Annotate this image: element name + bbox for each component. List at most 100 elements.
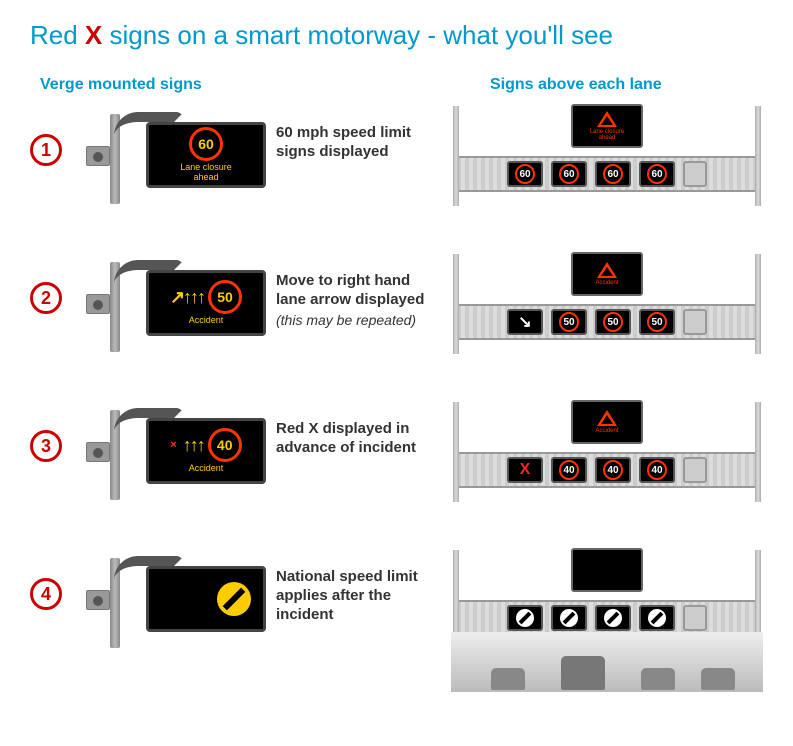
red-x-icon: X	[520, 461, 531, 479]
lane-arrows-icon: ↗↑↑↑	[170, 287, 204, 308]
gantry-top-panel	[571, 548, 643, 592]
step-description: Move to right hand lane arrow displayed(…	[276, 252, 451, 329]
verge-panel	[146, 566, 266, 632]
gantry-top-panel: Accident	[571, 400, 643, 444]
speed-value: 60	[647, 164, 667, 184]
speed-limit-sign: 40	[208, 428, 242, 462]
speed-value: 50	[603, 312, 623, 332]
national-speed-limit-icon	[560, 609, 578, 627]
speed-value: 50	[559, 312, 579, 332]
lane-closed-sign: X	[507, 457, 543, 483]
lane-speed-sign: 40	[639, 457, 675, 483]
speed-value: 60	[603, 164, 623, 184]
motorway-scene	[451, 632, 763, 692]
col-header-gantry: Signs above each lane	[290, 76, 763, 94]
verge-message: Accident	[189, 464, 224, 474]
arrow-icon: ↘	[518, 312, 531, 332]
verge-panel: 60Lane closure ahead	[146, 122, 266, 188]
title-prefix: Red	[30, 20, 85, 50]
verge-panel: × ↑↑↑40 Accident	[146, 418, 266, 484]
title-suffix: signs on a smart motorway - what you'll …	[102, 20, 613, 50]
lane-nsl-sign	[507, 605, 543, 631]
speed-value: 40	[559, 460, 579, 480]
gantry-top-caption: Accident	[595, 280, 618, 286]
page-title: Red X signs on a smart motorway - what y…	[30, 20, 763, 51]
tiny-x-icon: ×	[170, 439, 176, 451]
lane-speed-sign: 40	[595, 457, 631, 483]
lane-speed-sign: 50	[595, 309, 631, 335]
gantry-top-caption: Lane closure ahead	[590, 129, 624, 141]
verge-panel: ↗↑↑↑50 Accident	[146, 270, 266, 336]
speed-value: 40	[603, 460, 623, 480]
step-row: 3 ×↑↑↑40Accident Red X displayed in adva…	[30, 400, 763, 520]
step-number: 2	[30, 282, 62, 314]
gantry-bar: 60 60 60 60	[453, 156, 761, 192]
verge-camera-icon	[86, 442, 110, 462]
gantry-top-panel: Lane closure ahead	[571, 104, 643, 148]
step-row: 2 ↗↑↑↑50Accident Move to right hand lane…	[30, 252, 763, 372]
lane-speed-sign: 60	[595, 161, 631, 187]
car-icon	[641, 668, 675, 690]
speed-value: 60	[559, 164, 579, 184]
verge-camera-icon	[86, 294, 110, 314]
car-icon	[701, 668, 735, 690]
gantry	[451, 548, 763, 698]
lane-arrows-icon: ↑↑↑	[183, 435, 204, 456]
warning-triangle-icon	[597, 410, 617, 426]
step-number: 3	[30, 430, 62, 462]
gantry-camera-icon	[683, 161, 707, 187]
gantry-bar: X 40 40 40	[453, 452, 761, 488]
gantry-bar	[453, 600, 761, 636]
lane-arrow-sign: ↘	[507, 309, 543, 335]
national-speed-limit-icon	[217, 582, 251, 616]
verge-camera-icon	[86, 590, 110, 610]
gantry: Lane closure ahead 60 60 60 60	[451, 104, 763, 224]
verge-message: Accident	[189, 316, 224, 326]
speed-value: 50	[647, 312, 667, 332]
verge-message: Lane closure ahead	[180, 163, 232, 183]
verge-camera-icon	[86, 146, 110, 166]
lane-nsl-sign	[595, 605, 631, 631]
gantry-camera-icon	[683, 309, 707, 335]
verge-sign: ↗↑↑↑50 Accident	[76, 252, 276, 352]
lane-speed-sign: 50	[639, 309, 675, 335]
step-row: 4 National speed limit applies after the…	[30, 548, 763, 698]
step-description: National speed limit applies after the i…	[276, 548, 451, 624]
gantry-top-caption: Accident	[595, 428, 618, 434]
speed-limit-sign: 50	[208, 280, 242, 314]
gantry-camera-icon	[683, 457, 707, 483]
title-red-x: X	[85, 20, 102, 50]
column-headers: Verge mounted signs Signs above each lan…	[30, 76, 763, 94]
verge-sign: 60Lane closure ahead	[76, 104, 276, 204]
step-number: 4	[30, 578, 62, 610]
lane-speed-sign: 60	[507, 161, 543, 187]
speed-limit-sign: 60	[189, 127, 223, 161]
step-description: 60 mph speed limit signs displayed	[276, 104, 451, 162]
rows-container: 1 60Lane closure ahead 60 mph speed limi…	[30, 104, 763, 698]
step-description: Red X displayed in advance of incident	[276, 400, 451, 458]
gantry-camera-icon	[683, 605, 707, 631]
gantry-top-panel: Accident	[571, 252, 643, 296]
national-speed-limit-icon	[648, 609, 666, 627]
speed-value: 40	[647, 460, 667, 480]
col-header-verge: Verge mounted signs	[30, 76, 290, 94]
lane-speed-sign: 60	[551, 161, 587, 187]
step-number: 1	[30, 134, 62, 166]
lane-speed-sign: 50	[551, 309, 587, 335]
gantry: Accident ↘ 50 50 50	[451, 252, 763, 372]
speed-value: 60	[515, 164, 535, 184]
car-icon	[491, 668, 525, 690]
verge-sign: × ↑↑↑40 Accident	[76, 400, 276, 500]
lorry-icon	[561, 656, 605, 690]
national-speed-limit-icon	[516, 609, 534, 627]
step-description-sub: (this may be repeated)	[276, 312, 441, 330]
gantry: Accident X 40 40 40	[451, 400, 763, 520]
step-row: 1 60Lane closure ahead 60 mph speed limi…	[30, 104, 763, 224]
gantry-bar: ↘ 50 50 50	[453, 304, 761, 340]
lane-nsl-sign	[551, 605, 587, 631]
warning-triangle-icon	[597, 262, 617, 278]
national-speed-limit-icon	[604, 609, 622, 627]
verge-sign	[76, 548, 276, 648]
lane-speed-sign: 40	[551, 457, 587, 483]
lane-nsl-sign	[639, 605, 675, 631]
